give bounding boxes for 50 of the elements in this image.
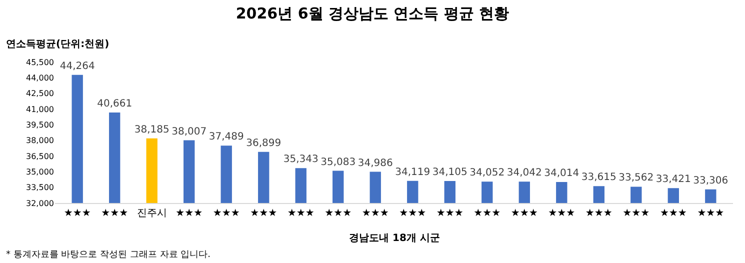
- data-label: 33,306: [693, 175, 728, 186]
- data-label: 34,014: [544, 168, 580, 179]
- x-tick-label: ★★★: [250, 208, 278, 219]
- x-tick-label: ★★★: [697, 208, 724, 219]
- y-tick-label: 41,000: [26, 104, 54, 114]
- y-tick-label: 33,500: [26, 183, 54, 192]
- x-tick-label: 진주시: [136, 208, 167, 219]
- chart-title: 2026년 6월 경상남도 연소득 평균 현황: [236, 4, 510, 22]
- text: * 통계자료를 바탕으로 작성된 그래프 자료 입니다.: [6, 250, 211, 260]
- data-label: 34,052: [470, 168, 505, 179]
- y-tick-label: 45,500: [26, 58, 54, 67]
- y-tick-label: 42,500: [26, 89, 54, 98]
- x-tick-label: ★★★: [64, 208, 91, 219]
- x-tick-label: ★★★: [324, 208, 352, 219]
- x-tick-label: ★★★: [510, 208, 538, 219]
- data-label: 34,119: [395, 166, 430, 178]
- data-label: 33,615: [581, 172, 616, 184]
- y-tick-label: 35,000: [26, 167, 54, 176]
- x-tick-label: ★★★: [436, 208, 464, 219]
- x-tick-label: ★★★: [212, 208, 240, 219]
- data-label: 34,105: [432, 167, 468, 178]
- y-tick-label: 39,500: [26, 120, 54, 130]
- data-label: 35,083: [320, 156, 356, 168]
- x-tick-label: ★★★: [362, 208, 389, 219]
- y-axis-title: 연소득평균(단위:천원): [6, 39, 110, 50]
- data-label: 37,489: [208, 132, 244, 143]
- data-label: 33,421: [656, 174, 691, 186]
- y-tick-label: 44,000: [26, 73, 54, 82]
- x-tick-label: ★★★: [287, 208, 314, 219]
- x-tick-label: ★★★: [622, 208, 650, 219]
- data-label: 38,007: [172, 126, 207, 138]
- data-label: 40,661: [97, 98, 132, 110]
- data-label: 38,185: [134, 124, 170, 136]
- x-tick-label: ★★★: [548, 208, 576, 219]
- data-label: 34,986: [358, 158, 393, 169]
- y-tick-label: 38,000: [26, 136, 54, 146]
- x-tick-label: ★★★: [176, 208, 203, 219]
- data-label: 35,343: [283, 154, 318, 166]
- y-tick-label: 32,000: [26, 198, 54, 208]
- y-tick-label: 36,500: [26, 152, 54, 161]
- x-tick-label: ★★★: [474, 208, 501, 219]
- data-label: 33,562: [618, 172, 654, 184]
- data-label: 36,899: [246, 138, 282, 149]
- data-label: 44,264: [60, 60, 95, 72]
- x-tick-label: ★★★: [399, 208, 426, 219]
- x-tick-label: ★★★: [660, 208, 687, 219]
- x-tick-label: ★★★: [101, 208, 128, 219]
- x-tick-label: ★★★: [585, 208, 612, 219]
- data-label: 34,042: [506, 168, 542, 179]
- x-axis-title: 경남도내 18개 시군: [349, 233, 440, 244]
